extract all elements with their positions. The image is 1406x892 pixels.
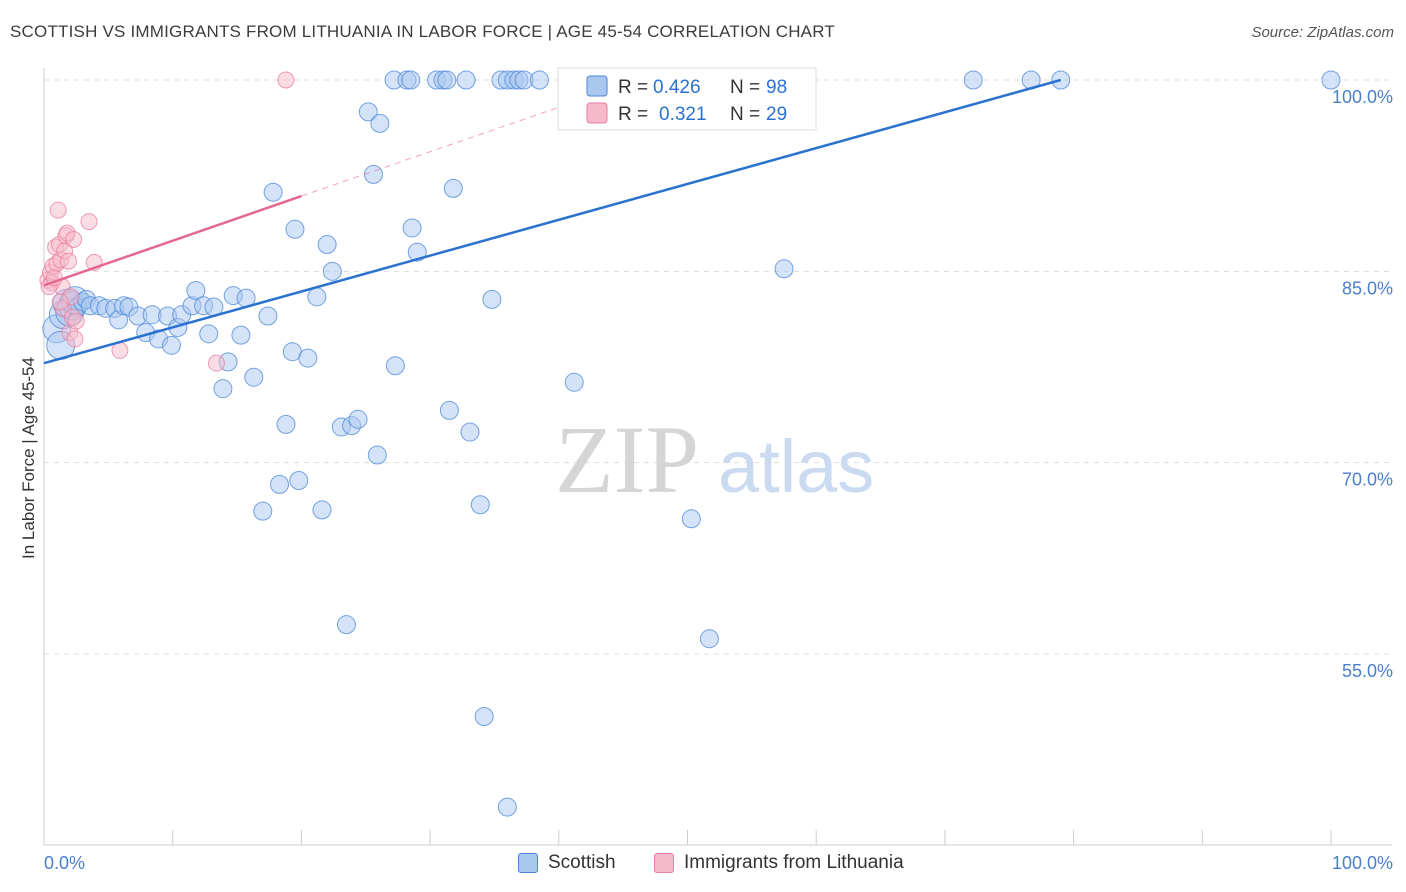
legend-r-label-2: R = [618, 104, 648, 125]
legend-n-value-1: 98 [766, 77, 787, 98]
lithuania-point [49, 201, 67, 219]
lithuania-trend-extension [301, 84, 624, 197]
legend-series: Scottish Immigrants from Lithuania [0, 852, 1406, 878]
scottish-point [529, 70, 549, 90]
watermark: ZIP atlas [555, 406, 874, 513]
legend-n-label-1: N = [730, 77, 760, 98]
scottish-point [385, 356, 405, 376]
legend-r-label-1: R = [618, 77, 648, 98]
scottish-point [482, 289, 502, 309]
x-tick-label-max: 100.0% [1332, 853, 1393, 873]
scottish-point [213, 379, 233, 399]
scottish-point [1321, 70, 1341, 90]
lithuania-point [51, 293, 69, 311]
lithuania-point [277, 71, 295, 89]
watermark-atlas: atlas [718, 425, 874, 508]
source-label: Source: ZipAtlas.com [1251, 24, 1394, 41]
scottish-point [564, 372, 584, 392]
scottish-point [258, 306, 278, 326]
scottish-point [497, 797, 517, 817]
legend-swatch-pink [586, 102, 608, 124]
scottish-point [199, 324, 219, 344]
legend-r-value-1: 0.426 [653, 77, 701, 98]
y-tick-label: 55.0% [1342, 661, 1393, 681]
legend-stats: R = 0.426 N = 98 R = 0.321 N = 29 [557, 67, 817, 131]
scottish-point [186, 280, 206, 300]
legend-item-scottish: Scottish [518, 852, 616, 874]
scottish-point [161, 335, 181, 355]
chart-title: SCOTTISH VS IMMIGRANTS FROM LITHUANIA IN… [10, 22, 835, 41]
x-ticks [43, 830, 1332, 845]
y-tick-label: 70.0% [1342, 470, 1393, 490]
x-tick-label-min: 0.0% [44, 853, 85, 873]
scottish-point [474, 707, 494, 727]
scottish-point [456, 70, 476, 90]
axes [43, 68, 1392, 846]
scottish-point [460, 422, 480, 442]
scottish-trend-line [43, 78, 1062, 365]
y-tick-label: 85.0% [1342, 278, 1393, 298]
scottish-point [401, 70, 421, 90]
scottish-point [699, 629, 719, 649]
y-tick-labels: 55.0% 70.0% 85.0% 100.0% [1332, 87, 1393, 681]
lithuania-point [65, 230, 83, 248]
scottish-point [358, 102, 378, 122]
lithuania-point [66, 330, 84, 348]
scottish-point [439, 400, 459, 420]
scottish-point [402, 218, 422, 238]
lithuania-point [207, 354, 225, 372]
scottish-point [253, 501, 273, 521]
scottish-point [363, 164, 383, 184]
scottish-point [348, 409, 368, 429]
scottish-point [443, 178, 463, 198]
legend-r-value-2: 0.321 [659, 104, 707, 125]
scottish-point [312, 500, 332, 520]
lithuania-point [67, 312, 85, 330]
scottish-point [263, 182, 283, 202]
scottish-point [370, 113, 390, 133]
legend-swatch-blue [586, 75, 608, 97]
trend-lines [43, 78, 1062, 365]
scottish-point [681, 509, 701, 529]
legend-n-value-2: 29 [766, 104, 787, 125]
scottish-point [298, 348, 318, 368]
scottish-point [963, 70, 983, 90]
scottish-point [270, 474, 290, 494]
scottish-point [307, 287, 327, 307]
watermark-zip: ZIP [555, 406, 699, 513]
scottish-point [244, 367, 264, 387]
legend-label-lithuania: Immigrants from Lithuania [684, 852, 904, 873]
scottish-point [774, 259, 794, 279]
lithuania-point [80, 213, 98, 231]
legend-n-label-2: N = [730, 104, 760, 125]
y-axis-label: In Labor Force | Age 45-54 [19, 357, 38, 559]
scottish-point [289, 471, 309, 491]
scottish-point [336, 615, 356, 635]
scottish-point [231, 325, 251, 345]
scottish-point [317, 235, 337, 255]
scottish-point [276, 414, 296, 434]
scottish-point [285, 219, 305, 239]
scottish-point [470, 495, 490, 515]
y-tick-label: 100.0% [1332, 87, 1393, 107]
legend-item-lithuania: Immigrants from Lithuania [654, 852, 904, 874]
lithuania-point [59, 252, 77, 270]
lithuania-points [39, 71, 295, 372]
legend-swatch-scottish [518, 853, 538, 873]
scottish-point [322, 261, 342, 281]
grid-lines [44, 79, 1392, 655]
scottish-point [367, 445, 387, 465]
lithuania-trend-line [43, 194, 302, 287]
legend-label-scottish: Scottish [548, 852, 616, 873]
scottish-point [437, 70, 457, 90]
legend-swatch-lithuania [654, 853, 674, 873]
